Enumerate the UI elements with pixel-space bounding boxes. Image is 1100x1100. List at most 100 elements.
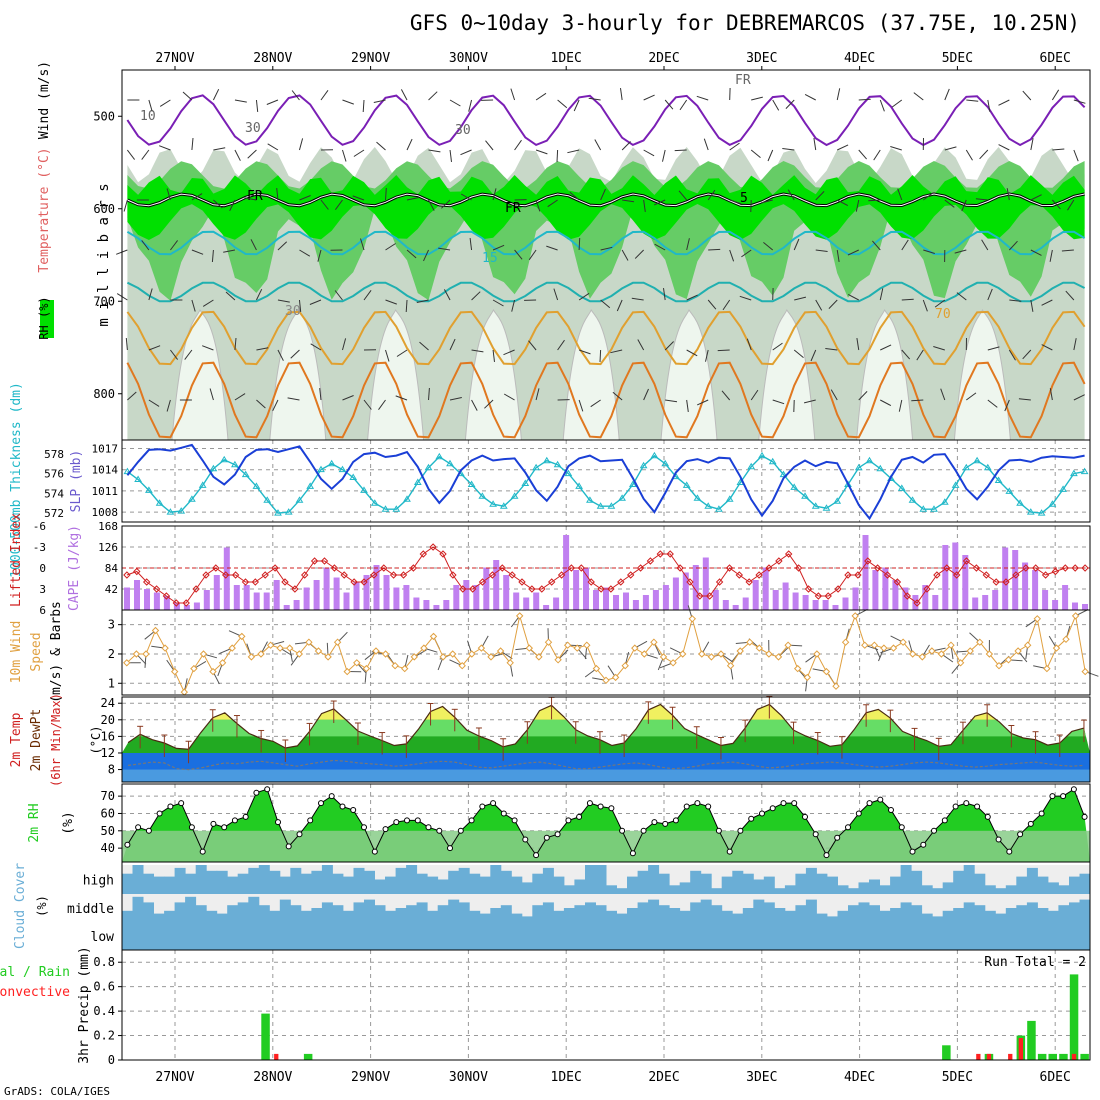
cloud-middle-cell — [679, 910, 691, 922]
wind-barb — [148, 288, 153, 301]
wind-speed-marker — [861, 641, 869, 649]
rh2m-tick-label: 70 — [101, 789, 115, 803]
cloud-high-cell — [500, 870, 512, 894]
li-marker — [172, 599, 181, 607]
cloud-middle-cell — [122, 910, 133, 922]
wind-barb — [202, 299, 214, 307]
cloud-middle-cell — [132, 896, 144, 922]
wind-barb — [966, 99, 979, 102]
cloud-low-cell — [606, 922, 617, 950]
cloud-middle-cell — [774, 908, 786, 922]
cloud-low-cell — [648, 922, 660, 950]
wind-barb — [298, 299, 302, 312]
rh2m-marker — [877, 796, 884, 803]
rh2m-marker — [1049, 793, 1056, 800]
date-label-bottom: 3DEC — [746, 1070, 777, 1085]
cloud-low-cell — [700, 922, 712, 950]
wind-barb — [594, 139, 602, 151]
wind-barb — [378, 399, 386, 410]
cloud-low-cell — [122, 922, 133, 950]
cloud-low-cell — [490, 922, 502, 950]
cloud-middle-cell — [258, 905, 270, 922]
wind-barb — [503, 393, 515, 401]
thickness-marker — [1016, 499, 1024, 506]
thickness-marker — [758, 451, 766, 459]
cloud-middle-cell — [300, 910, 312, 922]
wind-barb — [803, 399, 816, 404]
cloud-low-cell — [427, 922, 439, 950]
wind-speed-marker — [793, 664, 802, 673]
thickness-marker — [607, 502, 616, 509]
cloud-high-cell — [669, 885, 681, 894]
wind-barb — [739, 295, 752, 301]
cloud-high-cell — [227, 876, 239, 894]
cape-bar — [263, 592, 270, 610]
cloud-middle-cell — [1058, 905, 1070, 922]
wind-barb — [763, 242, 774, 251]
wind-barb — [721, 390, 731, 401]
wind-barb — [148, 345, 161, 351]
cape-bar — [293, 600, 300, 610]
wind-barb — [622, 199, 635, 203]
li-marker — [992, 578, 1000, 586]
cape-bar — [962, 555, 969, 610]
rh2m-marker — [533, 852, 540, 859]
wind-barb — [191, 299, 196, 312]
wind-barb — [933, 346, 945, 351]
wind-barb — [621, 141, 631, 151]
rh2m-marker — [640, 827, 647, 834]
cloud-high-cell — [237, 873, 249, 894]
wind-barb — [998, 99, 1010, 106]
cape-bar — [932, 595, 939, 610]
cloud-high-cell — [742, 873, 754, 894]
cloud-low-cell — [374, 922, 386, 950]
thickness-marker — [252, 482, 261, 489]
wind-speed-marker — [381, 650, 390, 658]
temp-tick-label: 8 — [108, 763, 115, 777]
wind-barb — [664, 99, 674, 110]
wind-speed-marker — [1014, 647, 1022, 655]
cloud-high-cell — [479, 876, 491, 894]
cloud-middle-cell — [227, 905, 239, 922]
wind-barb — [751, 96, 763, 101]
wind-barb — [590, 399, 601, 408]
thickness-marker — [801, 492, 809, 499]
thickness-marker — [209, 464, 218, 472]
wind-speed-marker — [774, 653, 783, 661]
rh2m-marker — [167, 803, 174, 810]
li-marker — [1012, 571, 1020, 579]
wind-speed-marker — [247, 653, 256, 661]
cape-bar — [253, 592, 260, 610]
wind-barb — [547, 199, 558, 208]
rh2m-unit-label: (%) — [61, 811, 76, 834]
cloud-middle-cell — [195, 905, 207, 922]
cape-bar — [603, 587, 609, 610]
rh2m-marker — [995, 836, 1002, 843]
cloud-high-cell — [458, 867, 470, 894]
cloud-low-cell — [1026, 922, 1038, 950]
cloud-low-cell — [616, 922, 628, 950]
wind-barb — [428, 387, 430, 401]
wind-speed-marker — [832, 682, 840, 690]
cape-bar — [573, 570, 580, 610]
wind-speed-marker — [822, 667, 831, 676]
cloud-middle-cell — [553, 910, 565, 922]
wind-speed-marker — [746, 638, 754, 646]
wind-barb — [987, 288, 993, 301]
cape-bar — [553, 597, 560, 610]
cloud-low-cell — [637, 922, 649, 950]
cloud-low-cell — [1058, 922, 1070, 950]
wind-barb — [166, 188, 171, 201]
wind-barb — [662, 149, 666, 162]
wind-speed-marker — [238, 632, 246, 641]
li-tick-label: -6 — [33, 520, 46, 533]
wind-barb — [578, 349, 591, 355]
thickness-marker — [854, 463, 863, 471]
wind-barb — [141, 149, 150, 160]
li-marker — [1002, 578, 1010, 586]
rh2m-marker — [522, 836, 529, 843]
cape-bar — [513, 592, 520, 610]
li-marker — [350, 578, 358, 586]
wind-speed-marker — [209, 667, 217, 676]
wind-barb — [1030, 138, 1034, 151]
